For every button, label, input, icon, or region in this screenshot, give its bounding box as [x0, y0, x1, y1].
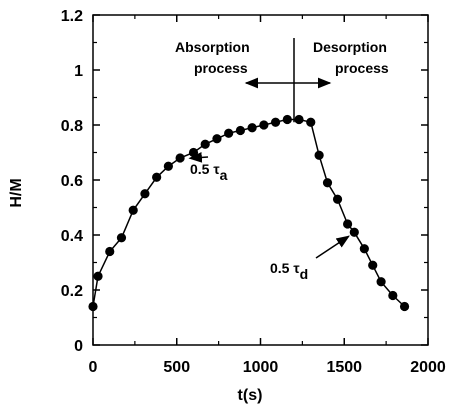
y-tick-label: 1.2 [61, 8, 83, 25]
data-point [399, 301, 410, 312]
data-series [88, 114, 410, 312]
x-tick-label: 0 [89, 359, 98, 376]
data-point [306, 117, 316, 127]
x-axis-title: t(s) [238, 387, 263, 404]
data-point [152, 172, 162, 182]
data-point [314, 150, 324, 160]
data-point [224, 128, 234, 138]
x-tick-label: 500 [163, 359, 190, 376]
data-point [376, 277, 386, 287]
data-point [349, 227, 359, 237]
x-axis: 0 500 1000 1500 2000 [89, 15, 446, 376]
tau-d-subscript: d [300, 266, 309, 282]
data-point [200, 139, 210, 149]
data-point [359, 244, 369, 254]
data-point [93, 271, 103, 281]
absorption-label-line2: process [194, 60, 248, 76]
tau-d-text: 0.5 τ [270, 260, 300, 276]
x-tick-label: 2000 [410, 359, 446, 376]
y-tick-label: 1 [74, 63, 83, 80]
data-point [212, 134, 222, 144]
data-point [343, 219, 353, 229]
x-tick-label: 1000 [243, 359, 279, 376]
tau-a-arrow [188, 152, 209, 163]
data-point [128, 205, 138, 215]
tau-d-label: 0.5 τd [270, 260, 308, 282]
y-tick-label: 0.6 [61, 173, 83, 190]
data-point [247, 123, 257, 133]
tau-a-subscript: a [220, 167, 228, 183]
data-point [332, 194, 343, 204]
desorption-label-line2: process [335, 60, 389, 76]
annotations: Absorption process Desorption process 0.… [175, 38, 389, 282]
data-point [235, 125, 245, 136]
data-point [116, 233, 127, 243]
data-point [259, 120, 269, 130]
absorption-label-line1: Absorption [175, 39, 250, 55]
data-point [163, 161, 173, 171]
y-tick-label: 0.2 [61, 283, 83, 300]
data-point [368, 260, 378, 270]
y-axis-title: H/M [8, 178, 25, 207]
data-point [88, 301, 98, 312]
tau-a-text: 0.5 τ [190, 161, 220, 177]
x-tick-label: 1500 [326, 359, 362, 376]
data-point [322, 178, 333, 188]
series-line [92, 118, 406, 308]
data-point [270, 117, 281, 127]
data-point [282, 114, 292, 125]
data-point [175, 153, 185, 163]
y-tick-label: 0.4 [61, 228, 83, 245]
data-point [105, 246, 115, 257]
tau-a-label: 0.5 τa [190, 161, 228, 183]
y-tick-label: 0 [74, 338, 83, 355]
data-point [140, 189, 150, 199]
y-tick-label: 0.8 [61, 118, 83, 135]
data-point [294, 114, 304, 125]
data-point [388, 290, 398, 301]
y-axis: 0 0.2 0.4 0.6 0.8 1 1.2 [61, 8, 428, 355]
desorption-label-line1: Desorption [313, 39, 387, 55]
data-point [188, 147, 199, 158]
tau-d-arrow [315, 235, 350, 259]
